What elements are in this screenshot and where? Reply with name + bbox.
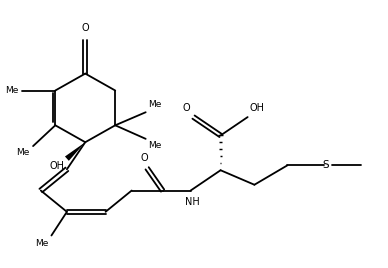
Text: Me: Me: [149, 141, 162, 150]
Text: NH: NH: [185, 197, 200, 207]
Text: O: O: [81, 24, 89, 34]
Text: OH: OH: [249, 103, 265, 113]
Text: Me: Me: [35, 239, 48, 248]
Text: Me: Me: [5, 86, 19, 95]
Polygon shape: [65, 142, 85, 161]
Text: S: S: [322, 161, 329, 170]
Text: OH: OH: [49, 161, 64, 170]
Text: O: O: [183, 103, 191, 113]
Text: Me: Me: [16, 148, 29, 158]
Text: O: O: [141, 154, 149, 163]
Text: Me: Me: [149, 100, 162, 109]
